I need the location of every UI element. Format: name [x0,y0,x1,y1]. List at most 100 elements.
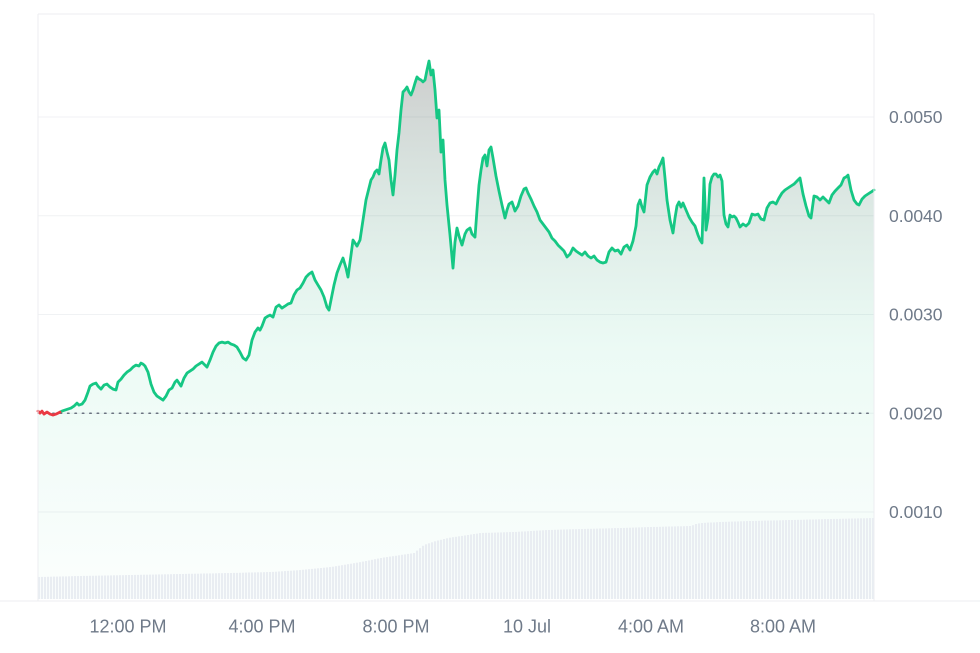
volume-bar [95,575,98,599]
volume-bar [377,558,380,599]
volume-bar [605,528,608,599]
volume-bar [560,529,563,599]
volume-bar [395,555,398,600]
volume-bar [623,527,626,599]
volume-bar [812,519,815,599]
volume-bar [218,573,221,599]
volume-bar [419,548,422,599]
volume-bar [242,572,245,599]
volume-bar [557,529,560,599]
volume-bar [305,569,308,599]
volume-bar [665,526,668,599]
volume-bar [641,527,644,599]
volume-bar [74,576,77,599]
y-axis-label: 0.0010 [889,502,943,522]
volume-bar [662,526,665,599]
volume-bar [692,525,695,599]
volume-bar [590,528,593,600]
volume-bar [56,576,59,599]
volume-bar [794,519,797,599]
volume-bar [533,530,536,599]
volume-bar [38,577,41,599]
volume-bar [803,519,806,599]
volume-bar [134,574,137,599]
volume-bar [482,532,485,599]
volume-bar [644,527,647,599]
volume-bar [773,520,776,599]
volume-bar [41,576,44,599]
volume-bar [800,519,803,600]
volume-bar [44,576,47,599]
y-axis-label: 0.0020 [889,403,943,423]
volume-bar [296,570,299,599]
volume-bar [746,521,749,599]
volume-bar [509,532,512,599]
volume-bar [272,571,275,599]
volume-bar [659,526,662,599]
volume-bar [437,540,440,599]
volume-bar [413,553,416,599]
plot-hover-area[interactable] [38,14,874,601]
volume-bar [515,531,518,599]
volume-bar [86,575,89,599]
volume-bar [764,520,767,599]
volume-bar [719,522,722,599]
volume-bar [83,575,86,599]
volume-bar [683,526,686,599]
volume-bar [221,573,224,599]
volume-bar [302,569,305,599]
volume-bar [506,532,509,599]
volume-bar [212,573,215,599]
volume-bar [710,522,713,599]
volume-bar [191,573,194,599]
volume-bar [839,518,842,599]
volume-bar [635,527,638,599]
volume-bar [335,566,338,599]
x-axis-label: 4:00 PM [228,616,295,636]
volume-bar [224,573,227,599]
volume-bar [422,545,425,599]
volume-bar [536,530,539,599]
volume-bar [779,520,782,599]
volume-bar [629,527,632,599]
volume-bar [110,575,113,599]
volume-bar [386,557,389,599]
volume-bar [563,529,566,599]
volume-bar [527,531,530,599]
volume-bar [680,526,683,600]
volume-bar [92,575,95,599]
x-axis-label: 12:00 PM [89,616,166,636]
volume-bar [596,528,599,599]
volume-bar [278,571,281,599]
volume-bar [587,528,590,599]
volume-bar [215,573,218,599]
volume-bar [398,555,401,599]
volume-bar [194,573,197,599]
volume-bar [848,518,851,599]
volume-bar [251,572,254,599]
volume-bar [578,529,581,599]
volume-bar [50,576,53,599]
x-axis-label: 8:00 AM [750,616,816,636]
volume-bar [728,521,731,599]
volume-bar [542,530,545,599]
volume-bar [836,518,839,599]
volume-bar [329,567,332,599]
volume-bar [431,542,434,599]
volume-bar [668,526,671,599]
volume-bar [416,550,419,599]
volume-bar [266,572,269,599]
volume-bar [350,563,353,599]
volume-bar [401,554,404,599]
volume-bar [407,553,410,599]
volume-bar [530,531,533,599]
volume-bar [128,575,131,599]
volume-bar [257,572,260,599]
volume-bar [173,574,176,599]
volume-bar [293,570,296,599]
volume-bar [365,561,368,599]
volume-bar [461,535,464,599]
volume-bar [821,519,824,599]
volume-bar [770,520,773,599]
